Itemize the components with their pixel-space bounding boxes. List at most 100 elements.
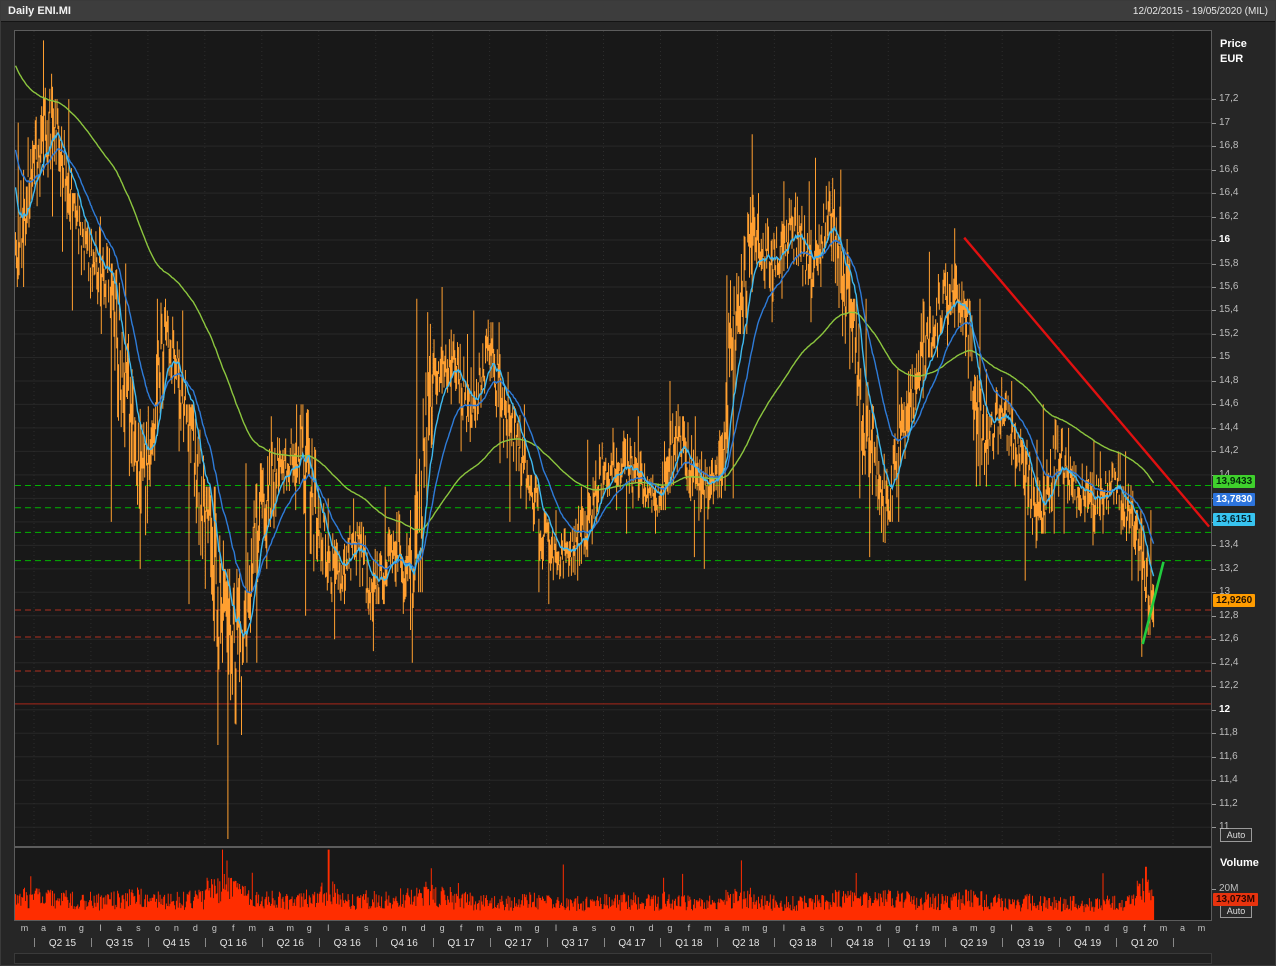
quarter-tick xyxy=(261,938,263,947)
price-axis-tick xyxy=(1212,803,1216,805)
month-label: a xyxy=(268,923,274,933)
volume-auto-button[interactable]: Auto xyxy=(1220,904,1252,918)
month-label: d xyxy=(876,923,882,933)
price-tick-label: 12,4 xyxy=(1219,656,1239,668)
price-tick-label: 16,6 xyxy=(1219,163,1239,175)
month-label: o xyxy=(382,923,388,933)
price-chart-canvas[interactable] xyxy=(15,31,1211,846)
month-label: o xyxy=(838,923,844,933)
month-label: l xyxy=(782,923,785,933)
month-label: f xyxy=(1143,923,1146,933)
price-axis-tick xyxy=(1212,122,1216,124)
month-label: n xyxy=(857,923,863,933)
price-axis-tick xyxy=(1212,451,1216,453)
price-axis-tick xyxy=(1212,709,1216,711)
quarter-tick xyxy=(1116,938,1118,947)
quarter-label: Q2 16 xyxy=(276,938,304,949)
price-tick-label: 16,2 xyxy=(1219,210,1239,222)
quarter-tick xyxy=(546,938,548,947)
month-label: m xyxy=(1159,923,1168,933)
ma-cyan-marker: 13,6151 xyxy=(1213,513,1256,527)
quarter-label: Q3 18 xyxy=(789,938,817,949)
price-axis-tick xyxy=(1212,216,1216,218)
price-tick-label: 14,6 xyxy=(1219,398,1239,410)
price-axis[interactable]: Price EUR Auto Volume Auto 11 11,2 11,4 11,… xyxy=(1212,1,1275,965)
quarter-label: Q3 17 xyxy=(561,938,589,949)
price-axis-tick xyxy=(1212,615,1216,617)
month-label: g xyxy=(1123,923,1129,933)
ma-mid-blue-line[interactable] xyxy=(15,148,1155,594)
volume-chart-pane[interactable] xyxy=(14,847,1212,921)
price-axis-tick xyxy=(1212,287,1216,288)
price-tick-label: 13,4 xyxy=(1219,539,1239,551)
price-axis-tick xyxy=(1212,240,1216,242)
month-label: o xyxy=(1066,923,1072,933)
month-label: a xyxy=(344,923,350,933)
month-label: n xyxy=(629,923,635,933)
month-label: l xyxy=(99,923,102,933)
price-axis-tick xyxy=(1212,99,1216,101)
quarter-label: Q4 15 xyxy=(162,938,190,949)
quarter-label: Q1 19 xyxy=(903,938,931,949)
quarter-tick xyxy=(375,938,377,947)
price-tick-label: 15,4 xyxy=(1219,304,1239,316)
price-axis-title-unit: EUR xyxy=(1220,53,1244,65)
month-label: s xyxy=(363,923,369,933)
price-axis-tick xyxy=(1212,404,1216,406)
volume-axis-tick xyxy=(1212,888,1216,890)
price-axis-tick xyxy=(1212,310,1216,312)
quarter-tick xyxy=(831,938,833,947)
time-axis-quarters[interactable]: Q2 15 Q3 15 Q4 15 Q1 16 Q2 16 Q3 16 Q4 16 Q1 17… xyxy=(14,936,1212,950)
month-label: f xyxy=(459,923,463,933)
price-chart-pane[interactable] xyxy=(14,30,1212,847)
quarter-label: Q1 20 xyxy=(1130,938,1159,949)
quarter-label: Q1 18 xyxy=(675,938,703,949)
price-auto-button[interactable]: Auto xyxy=(1220,828,1252,842)
price-axis-tick xyxy=(1212,662,1216,664)
month-label: l xyxy=(555,923,558,933)
resistance-trendline[interactable] xyxy=(963,236,1211,528)
month-label: m xyxy=(1197,923,1206,933)
month-label: m xyxy=(931,923,940,933)
quarter-label: Q4 18 xyxy=(846,938,874,949)
month-label: d xyxy=(648,923,654,933)
price-axis-tick xyxy=(1212,263,1216,265)
quarter-label: Q2 15 xyxy=(48,938,77,949)
volume-chart-canvas[interactable] xyxy=(15,848,1211,920)
quarter-tick xyxy=(318,938,320,947)
month-label: a xyxy=(116,923,122,933)
volume-axis-title: Volume xyxy=(1220,857,1259,869)
month-label: m xyxy=(514,923,522,933)
ohlc-bars[interactable] xyxy=(15,40,1155,839)
quarter-tick xyxy=(660,938,662,947)
price-tick-label: 15 xyxy=(1219,351,1231,363)
quarter-tick xyxy=(204,938,206,947)
support-trendline[interactable] xyxy=(1141,561,1165,645)
price-axis-tick xyxy=(1212,756,1216,758)
title-bar: Daily ENI.MI 12/02/2015 - 19/05/2020 (MI… xyxy=(1,1,1275,22)
month-label: m xyxy=(742,923,750,933)
price-axis-title: Price EUR xyxy=(1220,37,1247,67)
volume-bars[interactable] xyxy=(15,849,1155,920)
month-label: s xyxy=(1047,923,1052,933)
price-axis-tick xyxy=(1212,733,1216,735)
price-tick-label: 16,4 xyxy=(1219,187,1239,199)
quarter-tick xyxy=(717,938,719,947)
ma-green-marker: 13,9433 xyxy=(1213,474,1256,488)
quarter-label: Q1 16 xyxy=(219,938,247,949)
ma-short-cyan-line[interactable] xyxy=(15,131,1155,638)
horizontal-scrollbar[interactable] xyxy=(14,953,1212,964)
quarter-tick xyxy=(147,938,149,947)
quarter-tick xyxy=(945,938,947,947)
price-tick-label: 16,8 xyxy=(1219,140,1239,152)
month-label: m xyxy=(704,923,712,933)
month-label: f xyxy=(915,923,918,933)
quarter-label: Q1 17 xyxy=(447,938,475,949)
price-axis-tick xyxy=(1212,780,1216,782)
volume-tick-label: 20M xyxy=(1219,882,1239,894)
ma-long-green-line[interactable] xyxy=(15,65,1155,531)
month-label: s xyxy=(819,923,825,933)
quarter-label: Q2 18 xyxy=(732,938,760,949)
